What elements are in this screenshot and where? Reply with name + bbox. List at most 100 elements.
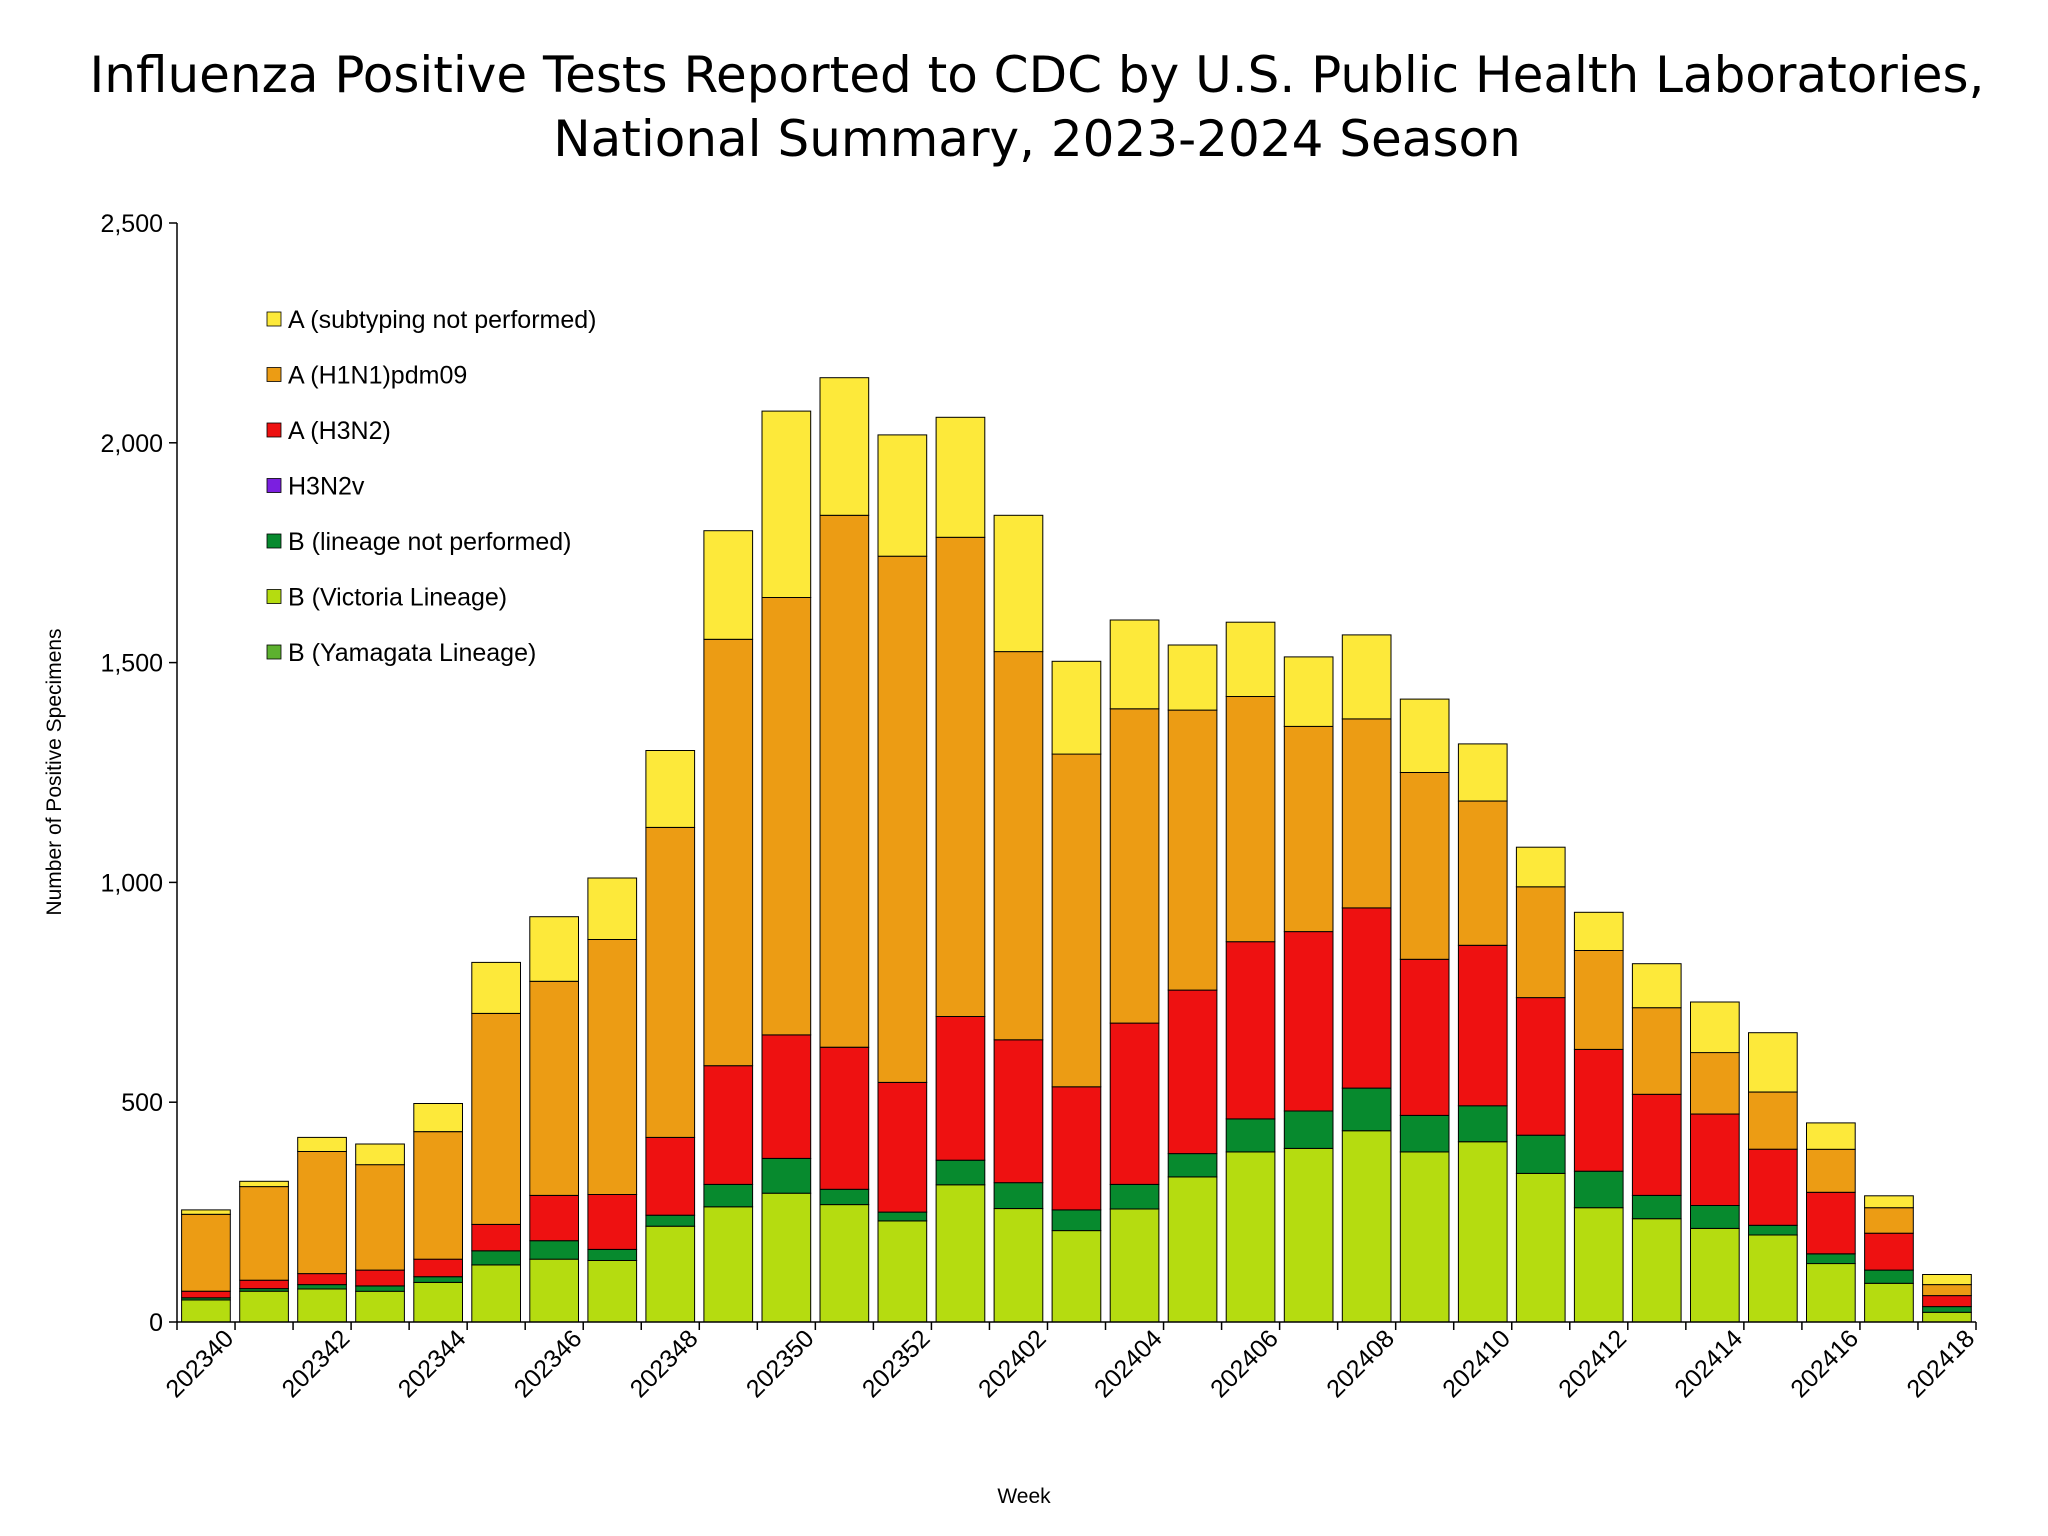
bar-segment-202415-a-h1n1-pdm09 [1748,1091,1798,1150]
legend-swatch [266,311,282,327]
bar-segment-202344-a-h3n2- [413,1258,463,1278]
bar-segment-202409-a-h1n1-pdm09 [1399,772,1450,960]
legend-label: A (H3N2) [288,417,391,445]
x-tick-label: 202352 [857,1324,936,1403]
bar-segment-202417-a-h3n2- [1864,1232,1914,1271]
bar-segment-202352-b-lineage-not-performed- [877,1211,928,1222]
bar-segment-202407-b-lineage-not-performed- [1283,1110,1334,1149]
bar-segment-202411-a-h1n1-pdm09 [1515,886,1566,999]
bar-segment-202402-b-victoria-lineage- [993,1208,1044,1323]
bar-segment-202401-b-victoria-lineage- [935,1184,986,1323]
bar-segment-202410-a-subtyping-not-performed- [1457,743,1508,802]
bar-segment-202410-b-lineage-not-performed- [1457,1105,1508,1143]
bar-segment-202411-b-lineage-not-performed- [1515,1134,1566,1174]
bar-segment-202414-a-h1n1-pdm09 [1690,1052,1740,1115]
bar-segment-202415-b-lineage-not-performed- [1748,1224,1798,1236]
bar-segment-202411-a-subtyping-not-performed- [1515,846,1566,888]
bar-segment-202414-a-h3n2- [1690,1113,1740,1206]
bar-segment-202418-b-victoria-lineage- [1922,1311,1972,1323]
legend-swatch [266,644,282,660]
legend: A (subtyping not performed) A (H1N1)pdm0… [266,306,597,667]
bar-segment-202406-a-h3n2- [1225,941,1276,1120]
y-tick-label: 2,000 [100,430,163,458]
bar-segment-202418-a-h3n2- [1922,1295,1972,1308]
bar-segment-202409-a-h3n2- [1399,958,1450,1116]
bar-segment-202404-a-h3n2- [1109,1022,1160,1185]
bar-segment-202417-a-subtyping-not-performed- [1864,1195,1914,1209]
legend-swatch [266,422,282,438]
bar-segment-202348-a-h3n2- [645,1136,696,1216]
bar-segment-202344-a-h1n1-pdm09 [413,1131,463,1260]
y-tick-label: 1,000 [100,869,163,897]
bar-segment-202340-b-victoria-lineage- [181,1299,231,1323]
bar-segment-202410-a-h1n1-pdm09 [1457,800,1508,946]
chart-title-line-2: National Summary, 2023-2024 Season [553,110,1521,168]
bar-segment-202404-a-h1n1-pdm09 [1109,708,1160,1024]
bar-segment-202412-b-victoria-lineage- [1573,1207,1624,1323]
bar-segment-202409-b-lineage-not-performed- [1399,1114,1450,1153]
bar-segment-202402-a-h1n1-pdm09 [993,651,1044,1041]
bar-segment-202410-a-h3n2- [1457,944,1508,1107]
bar-segment-202408-b-victoria-lineage- [1341,1130,1392,1323]
bar-segment-202347-a-h1n1-pdm09 [587,939,638,1195]
chart-title-line-1: Influenza Positive Tests Reported to CDC… [90,46,1985,104]
legend-label: H3N2v [288,473,365,501]
bar-segment-202340-a-h1n1-pdm09 [181,1213,231,1292]
bar-segment-202404-a-subtyping-not-performed- [1109,619,1160,710]
x-tick-label: 202342 [277,1324,356,1403]
bar-segment-202405-a-h3n2- [1167,989,1218,1155]
y-tick-label: 0 [149,1309,163,1337]
bar-segment-202343-b-victoria-lineage- [355,1290,405,1323]
bar-segment-202405-a-subtyping-not-performed- [1167,644,1218,711]
bar-segment-202342-a-subtyping-not-performed- [297,1136,347,1153]
bar-segment-202343-a-h1n1-pdm09 [355,1164,405,1271]
x-tick-label: 202340 [160,1324,239,1403]
bar-segment-202403-b-victoria-lineage- [1051,1230,1102,1323]
bar-segment-202349-b-victoria-lineage- [703,1206,754,1323]
bar-segment-202412-a-h3n2- [1573,1048,1624,1172]
bar-segment-202345-a-subtyping-not-performed- [471,961,521,1014]
bar-segment-202350-b-lineage-not-performed- [761,1158,812,1194]
y-tick-label: 1,500 [100,650,163,678]
x-tick-label: 202346 [509,1324,588,1403]
bar-segment-202414-a-subtyping-not-performed- [1690,1001,1740,1054]
bar-segment-202415-a-subtyping-not-performed- [1748,1032,1798,1093]
legend-swatch [266,478,282,493]
x-tick-label: 202414 [1669,1324,1748,1403]
bar-segment-202404-b-victoria-lineage- [1109,1208,1160,1323]
bar-segment-202407-a-subtyping-not-performed- [1283,656,1334,727]
x-tick-label: 202350 [741,1324,820,1403]
bar-segment-202402-a-h3n2- [993,1039,1044,1184]
bar-segment-202349-b-lineage-not-performed- [703,1183,754,1208]
bar-segment-202347-a-h3n2- [587,1194,638,1250]
bar-segment-202347-a-subtyping-not-performed- [587,877,638,940]
bar-segment-202413-a-h1n1-pdm09 [1631,1007,1682,1095]
bar-segment-202417-b-lineage-not-performed- [1864,1269,1914,1284]
bar-segment-202342-a-h1n1-pdm09 [297,1150,347,1275]
bar-segment-202413-b-lineage-not-performed- [1631,1194,1682,1220]
bar-segment-202341-a-subtyping-not-performed- [239,1180,289,1188]
bar-segment-202408-a-h1n1-pdm09 [1341,718,1392,909]
x-tick-label: 202344 [393,1324,472,1403]
legend-label: B (Victoria Lineage) [288,584,507,612]
bar-segment-202413-b-victoria-lineage- [1631,1218,1682,1323]
bar-segment-202348-b-lineage-not-performed- [645,1214,696,1227]
bar-segment-202350-a-h1n1-pdm09 [761,597,812,1036]
bar-segment-202351-a-subtyping-not-performed- [819,377,870,516]
bar-segment-202407-a-h1n1-pdm09 [1283,725,1334,933]
x-tick-label: 202406 [1205,1324,1284,1403]
bar-segment-202344-a-subtyping-not-performed- [413,1103,463,1133]
y-tick-label: 2,500 [100,210,163,238]
bar-segment-202415-b-victoria-lineage- [1748,1234,1798,1323]
y-tick-label: 500 [121,1089,163,1117]
bar-segment-202408-a-h3n2- [1341,907,1392,1089]
bar-segment-202401-a-h1n1-pdm09 [935,536,986,1017]
bar-segment-202413-a-h3n2- [1631,1093,1682,1196]
bar-segment-202346-b-victoria-lineage- [529,1258,579,1323]
bar-segment-202345-b-lineage-not-performed- [471,1250,521,1266]
x-tick-label: 202408 [1321,1324,1400,1403]
bar-segment-202414-b-victoria-lineage- [1690,1227,1740,1323]
bar-segment-202346-a-h3n2- [529,1194,579,1242]
bar-segment-202349-a-subtyping-not-performed- [703,530,754,640]
bar-segment-202416-b-victoria-lineage- [1806,1263,1856,1323]
